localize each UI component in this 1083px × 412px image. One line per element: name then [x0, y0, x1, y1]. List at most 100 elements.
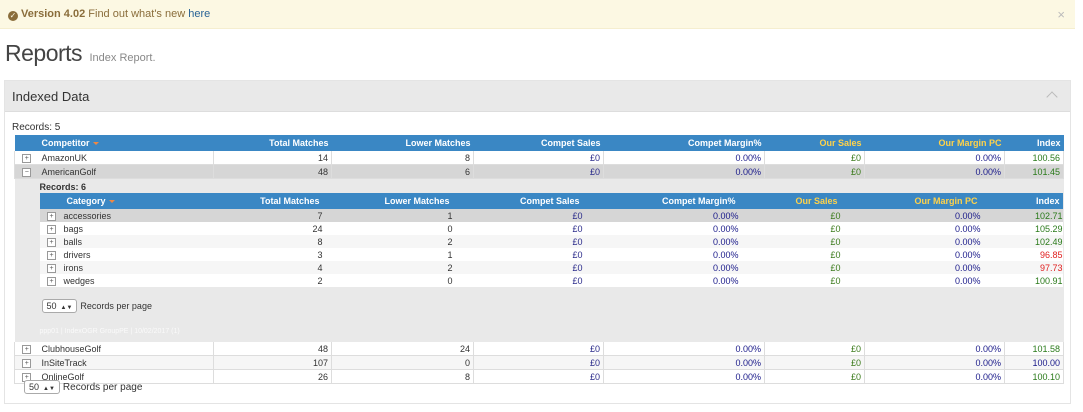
header-total-matches[interactable]: Total Matches — [198, 193, 323, 209]
compet-margin: 0.00% — [582, 209, 739, 222]
table-row-expanded[interactable]: − AmericanGolf 48 6 £0 0.00% £0 0.00% 10… — [14, 164, 1064, 179]
header-compet-sales[interactable]: Compet Sales — [473, 135, 604, 151]
index-value: 101.45 — [1004, 164, 1064, 179]
compet-sales: £0 — [473, 355, 604, 370]
header-compet-margin[interactable]: Compet Margin% — [603, 135, 765, 151]
panel-header[interactable]: Indexed Data — [5, 81, 1070, 112]
table-row[interactable]: + bags 24 0 £0 0.00% £0 0.00% 105.29 — [39, 222, 1063, 235]
compet-sales: £0 — [452, 261, 583, 274]
table-row[interactable]: + ClubhouseGolf 48 24 £0 0.00% £0 0.00% … — [14, 342, 1064, 356]
header-our-sales[interactable]: Our Sales — [764, 135, 865, 151]
expand-icon[interactable]: + — [47, 277, 56, 286]
table-row[interactable]: + balls 8 2 £0 0.00% £0 0.00% 102.49 — [39, 235, 1063, 248]
compet-sales: £0 — [452, 222, 583, 235]
header-compet-margin[interactable]: Compet Margin% — [582, 193, 739, 209]
header-compet-sales[interactable]: Compet Sales — [452, 193, 583, 209]
table-row[interactable]: + AmazonUK 14 8 £0 0.00% £0 0.00% 100.56 — [14, 151, 1064, 165]
table-row[interactable]: + OnlineGolf 26 8 £0 0.00% £0 0.00% 100.… — [14, 369, 1064, 384]
table-header-row: Competitor Total Matches Lower Matches C… — [14, 135, 1064, 151]
close-icon[interactable]: × — [1057, 7, 1065, 22]
whats-new-link[interactable]: here — [188, 8, 211, 20]
our-sales: £0 — [738, 274, 841, 287]
header-expander — [14, 135, 39, 151]
header-lower-matches[interactable]: Lower Matches — [322, 193, 453, 209]
compet-margin: 0.00% — [582, 235, 739, 248]
alert-message: Find out what's new — [88, 8, 186, 20]
sort-desc-icon — [92, 142, 99, 146]
table-row[interactable]: + irons 4 2 £0 0.00% £0 0.00% 97.73 — [39, 261, 1063, 274]
page-subtitle: Index Report. — [89, 52, 156, 64]
chevron-up-icon[interactable] — [1046, 91, 1058, 103]
our-sales: £0 — [738, 248, 841, 261]
our-sales: £0 — [738, 209, 841, 222]
records-number: 5 — [54, 122, 61, 133]
lower-matches: 0 — [322, 222, 453, 235]
compet-margin: 0.00% — [603, 164, 765, 179]
our-sales: £0 — [738, 222, 841, 235]
compet-margin: 0.00% — [603, 342, 765, 356]
subgrid-records-count: Records: 6 — [39, 182, 87, 192]
lower-matches: 8 — [331, 151, 474, 165]
expand-icon[interactable]: + — [47, 264, 56, 273]
expand-icon[interactable]: + — [47, 212, 56, 221]
compet-margin: 0.00% — [603, 151, 765, 165]
category-table: Category Total Matches Lower Matches Com… — [39, 193, 1063, 287]
compet-sales: £0 — [452, 235, 583, 248]
header-our-margin[interactable]: Our Margin PC — [840, 193, 981, 209]
table-row[interactable]: + drivers 3 1 £0 0.00% £0 0.00% 96.85 — [39, 248, 1063, 261]
header-total-matches[interactable]: Total Matches — [213, 135, 332, 151]
total-matches: 48 — [213, 164, 332, 179]
header-lower-matches[interactable]: Lower Matches — [331, 135, 474, 151]
expand-icon[interactable]: + — [22, 359, 32, 368]
index-value: 102.71 — [980, 209, 1063, 222]
index-value: 100.00 — [1004, 355, 1064, 370]
header-index[interactable]: Index — [1004, 135, 1064, 151]
version-alert: ✓ Version 4.02 Find out what's new here × — [0, 0, 1075, 29]
lower-matches: 0 — [331, 355, 474, 370]
category-subgrid: Records: 6 Category Total — [14, 179, 1064, 342]
our-margin: 0.00% — [840, 235, 981, 248]
page-title: Reports Index Report. — [5, 40, 156, 67]
records-per-page-select[interactable]: 50 ▲▼ — [41, 299, 78, 313]
records-per-page-label: Records per page — [80, 301, 152, 311]
total-matches: 14 — [213, 151, 332, 165]
header-category[interactable]: Category — [63, 193, 199, 209]
version-label: Version 4.02 — [21, 8, 86, 20]
table-row[interactable]: + wedges 2 0 £0 0.00% £0 0.00% 100.91 — [39, 274, 1063, 287]
our-margin: 0.00% — [864, 151, 1005, 165]
compet-sales: £0 — [452, 248, 583, 261]
index-value: 100.91 — [980, 274, 1063, 287]
our-sales: £0 — [738, 235, 841, 248]
expand-icon[interactable]: + — [22, 345, 32, 354]
compet-sales: £0 — [473, 369, 604, 384]
lower-matches: 24 — [331, 342, 474, 356]
compet-sales: £0 — [473, 342, 604, 356]
expand-icon[interactable]: + — [47, 225, 56, 234]
nested-row: Records: 6 Category Total — [14, 178, 1064, 342]
index-value: 100.56 — [1004, 151, 1064, 165]
lower-matches: 1 — [322, 209, 453, 222]
header-our-sales[interactable]: Our Sales — [738, 193, 841, 209]
header-our-margin[interactable]: Our Margin PC — [864, 135, 1005, 151]
our-sales: £0 — [764, 342, 865, 356]
our-sales: £0 — [764, 151, 865, 165]
expand-icon[interactable]: + — [47, 251, 56, 260]
sort-desc-icon — [108, 200, 115, 204]
total-matches: 26 — [213, 369, 332, 384]
index-value: 96.85 — [980, 248, 1063, 261]
subgrid-pager: 50 ▲▼ Records per page — [41, 299, 152, 313]
our-margin: 0.00% — [840, 209, 981, 222]
category-name: irons — [63, 261, 199, 274]
records-per-page-select[interactable]: 50 ▲▼ — [24, 380, 60, 394]
collapse-icon[interactable]: − — [22, 168, 32, 177]
expand-icon[interactable]: + — [47, 238, 56, 247]
compet-margin: 0.00% — [582, 261, 739, 274]
lower-matches: 0 — [322, 274, 453, 287]
header-competitor[interactable]: Competitor — [38, 135, 214, 151]
lower-matches: 1 — [322, 248, 453, 261]
panel-title: Indexed Data — [12, 89, 90, 104]
expand-icon[interactable]: + — [22, 154, 32, 163]
table-row[interactable]: + InSiteTrack 107 0 £0 0.00% £0 0.00% 10… — [14, 355, 1064, 370]
header-index[interactable]: Index — [980, 193, 1063, 209]
table-row[interactable]: + accessories 7 1 £0 0.00% £0 0.00% 102.… — [39, 209, 1063, 222]
